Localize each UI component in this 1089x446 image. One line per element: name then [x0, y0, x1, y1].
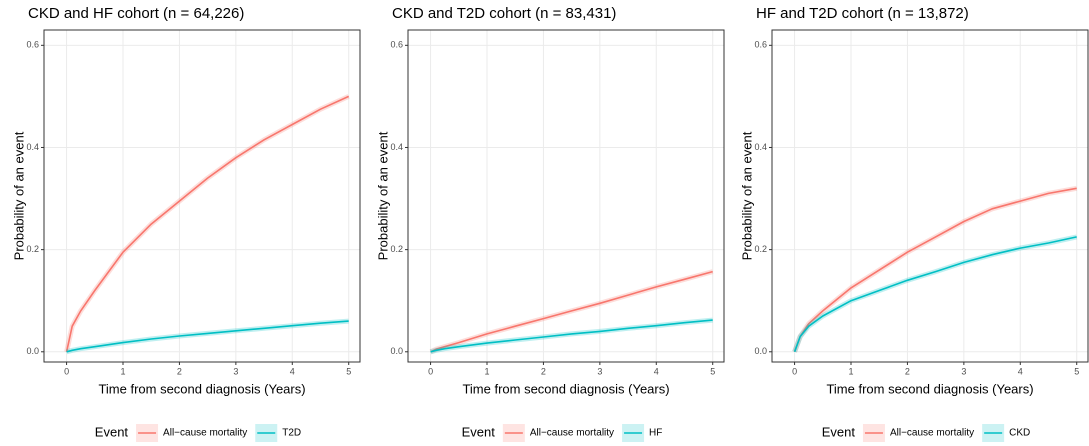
panel: CKD and T2D cohort (n = 83,431) 0.0 0.2 0.4… [375, 5, 725, 442]
plot-background [772, 30, 1088, 362]
x-tick-label: 5 [1074, 366, 1079, 376]
plot-background [408, 30, 724, 362]
y-tick-label: 0.2 [390, 244, 403, 254]
legend-label: All−cause mortality [890, 428, 974, 439]
y-axis-label: Probability of an event [739, 131, 754, 260]
series-line [430, 319, 713, 353]
series-line [793, 236, 1077, 353]
x-tick-label: 2 [905, 366, 910, 376]
x-tick-label: 0 [428, 366, 433, 376]
y-tick-label: 0.6 [26, 40, 39, 50]
plot-border [43, 29, 361, 363]
y-tick-label: 0.2 [754, 244, 767, 254]
panel: HF and T2D cohort (n = 13,872) 0.0 0.2 0.4 0… [739, 5, 1089, 442]
chart-title: CKD and T2D cohort (n = 83,431) [392, 5, 616, 22]
legend-label: T2D [282, 428, 301, 439]
x-axis-label: Time from second diagnosis (Years) [826, 381, 1033, 396]
plot-border [771, 29, 1089, 363]
y-tick-label: 0.6 [754, 40, 767, 50]
x-tick-label: 3 [233, 366, 238, 376]
chart-title: HF and T2D cohort (n = 13,872) [756, 5, 969, 22]
series-line [430, 270, 713, 353]
y-tick-label: 0.0 [390, 346, 403, 356]
x-tick-label: 1 [848, 366, 853, 376]
y-tick-label: 0.6 [390, 40, 403, 50]
x-tick-label: 2 [541, 366, 546, 376]
plot-background [44, 30, 360, 362]
x-tick-label: 5 [346, 366, 351, 376]
y-axis-label: Probability of an event [375, 131, 390, 260]
y-tick-label: 0.2 [26, 244, 39, 254]
legend-label: All−cause mortality [163, 428, 247, 439]
y-tick-label: 0.0 [26, 346, 39, 356]
legend-title: Event [462, 424, 496, 439]
y-tick-label: 0.4 [754, 142, 767, 152]
series-line [65, 95, 350, 352]
chart-title: CKD and HF cohort (n = 64,226) [28, 5, 244, 22]
x-tick-label: 5 [710, 366, 715, 376]
legend-label: HF [649, 428, 662, 439]
y-tick-label: 0.0 [754, 346, 767, 356]
legend: Event All−cause mortality T2D [95, 424, 301, 442]
x-tick-label: 1 [120, 366, 125, 376]
x-tick-label: 3 [597, 366, 602, 376]
x-axis-label: Time from second diagnosis (Years) [462, 381, 669, 396]
x-tick-label: 0 [792, 366, 797, 376]
series-line [66, 320, 349, 353]
x-tick-label: 4 [654, 366, 659, 376]
plot-border [407, 29, 725, 363]
legend: Event All−cause mortality CKD [822, 424, 1030, 442]
x-tick-label: 1 [484, 366, 489, 376]
y-tick-label: 0.4 [390, 142, 403, 152]
legend-label: CKD [1009, 428, 1030, 439]
x-tick-label: 3 [961, 366, 966, 376]
x-tick-label: 0 [64, 366, 69, 376]
series-line [793, 187, 1077, 353]
legend-title: Event [822, 424, 856, 439]
panel: CKD and HF cohort (n = 64,226) 0.0 0.2 0.4 0… [11, 5, 361, 442]
y-axis-label: Probability of an event [11, 131, 26, 260]
x-axis-label: Time from second diagnosis (Years) [98, 381, 305, 396]
legend: Event All−cause mortality HF [462, 424, 662, 442]
x-tick-label: 2 [177, 366, 182, 376]
y-tick-label: 0.4 [26, 142, 39, 152]
x-tick-label: 4 [1018, 366, 1023, 376]
x-tick-label: 4 [290, 366, 295, 376]
legend-label: All−cause mortality [530, 428, 614, 439]
legend-title: Event [95, 424, 129, 439]
